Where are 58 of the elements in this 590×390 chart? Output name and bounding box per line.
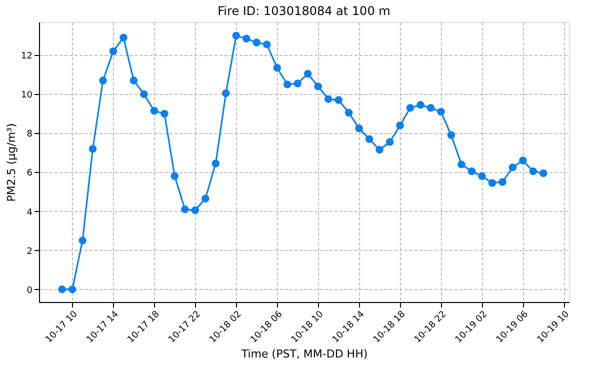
point [416, 101, 424, 109]
y-tick-label: 12 [21, 52, 32, 62]
point [540, 169, 548, 178]
point [88, 144, 97, 153]
point [437, 108, 445, 116]
point [130, 76, 138, 84]
point [202, 194, 210, 202]
point [324, 95, 332, 103]
point [150, 106, 158, 115]
point [99, 76, 107, 84]
point [447, 131, 456, 140]
y-tick-label: 10 [21, 90, 33, 101]
point [222, 89, 230, 98]
point [120, 34, 128, 42]
point [365, 135, 374, 143]
point [232, 32, 240, 40]
point [294, 80, 302, 88]
point [314, 82, 322, 90]
y-tick-label: 2 [26, 246, 32, 257]
point [529, 167, 538, 176]
y-tick-label: 6 [26, 168, 33, 179]
point [304, 70, 312, 78]
point [406, 104, 414, 112]
y-tick-label: 0 [26, 286, 33, 296]
point [386, 138, 394, 146]
point [519, 156, 527, 164]
point [508, 164, 517, 172]
point [109, 47, 118, 56]
point [355, 124, 363, 132]
point [181, 205, 189, 214]
point [58, 285, 66, 294]
point [396, 122, 404, 130]
point [191, 206, 200, 214]
point [458, 160, 466, 168]
point [468, 167, 476, 176]
y-tick-label: 8 [26, 130, 33, 140]
point [498, 178, 506, 186]
point [242, 34, 250, 42]
point [283, 80, 292, 88]
point [263, 40, 271, 48]
point [212, 160, 220, 168]
y-tick-label: 4 [26, 208, 33, 218]
y-axis-title: PM2.5 (µg/m³) [5, 123, 18, 202]
point [273, 64, 281, 72]
point [426, 104, 435, 112]
x-axis-title: Time (PST, MM-DD HH) [240, 347, 368, 360]
point [488, 179, 496, 187]
point [478, 172, 486, 180]
point [78, 236, 86, 244]
point [160, 110, 168, 118]
point [170, 172, 179, 180]
point [376, 146, 384, 154]
point [140, 90, 148, 98]
point [68, 285, 76, 294]
point [252, 38, 261, 46]
point [344, 108, 353, 117]
chart-title: Fire ID: 103018084 at 100 m [218, 4, 390, 18]
point [334, 96, 342, 104]
